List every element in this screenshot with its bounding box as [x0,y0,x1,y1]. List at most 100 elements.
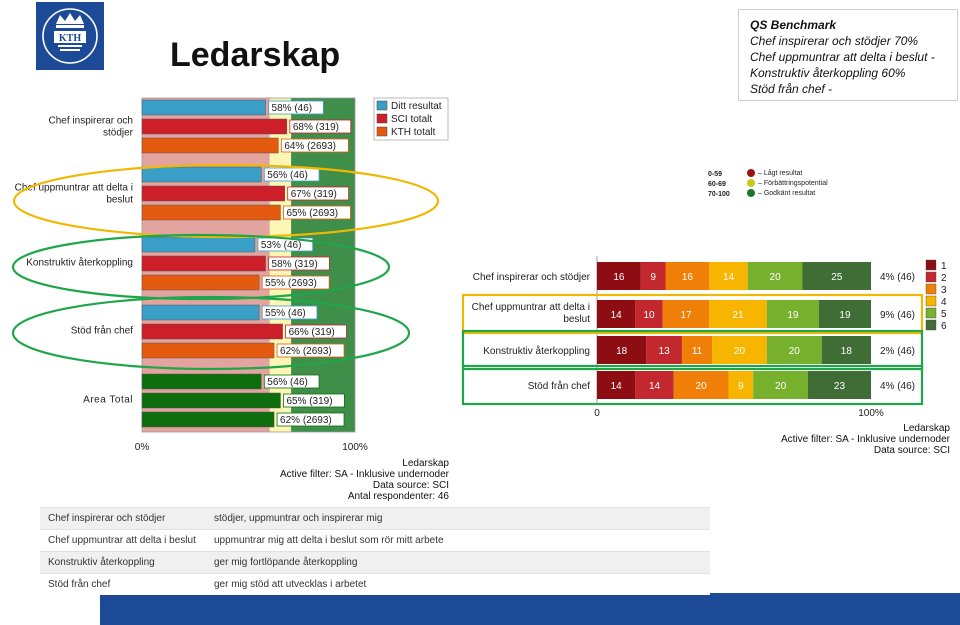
stacked-segment [753,371,808,399]
highlight-ellipse [11,295,411,371]
table-cell-name: Konstruktiv återkoppling [40,551,206,574]
x-tick-label: 0% [135,442,150,453]
data-label: 67% (319) [291,189,337,200]
category-label-line: Chef inspirerar och stödjer [473,272,591,283]
legend-label: KTH totalt [391,127,436,138]
category-label: Konstruktiv återkoppling [483,345,590,357]
data-label-box [268,256,330,271]
footer-bar [100,593,960,625]
bar [141,137,279,154]
segment-label: 20 [770,272,782,283]
data-label: 55% (2693) [265,278,317,289]
data-label-box [261,275,330,290]
highlight-rect [461,293,924,335]
highlight-ellipse [11,233,391,301]
segment-label: 13 [659,346,671,357]
segment-label: 9 [738,381,744,392]
stacked-segment [821,336,871,364]
table-row: Chef uppmuntrar att delta i beslut uppmu… [40,529,710,552]
segment-label: 10 [643,310,655,321]
scale-range: 60-69 [708,181,726,188]
stacked-segment [709,262,748,290]
data-label-box [263,167,320,182]
legend-label: 2 [941,273,947,284]
qs-benchmark-line: Chef uppmuntrar att delta i beslut - [750,50,935,64]
stacked-segment [662,300,710,328]
table-row: Chef inspirerar och stödjer stödjer, upp… [40,507,710,530]
segment-label: 9 [650,272,656,283]
data-label: 58% (46) [272,103,313,114]
scale-label: – Lågt resultat [758,169,802,177]
legend-swatch [925,283,937,295]
chart-note: Ledarskap [903,423,950,434]
category-label: Stöd från chef [71,325,133,337]
legend-label: 3 [941,285,947,296]
highlight-rect [461,329,924,371]
data-label: 68% (319) [293,122,339,133]
legend-swatch [925,259,937,271]
legend-swatch [925,307,937,319]
chart-note: Data source: SCI [874,445,950,456]
table-cell-text: ger mig fortlöpande återkoppling [206,551,710,574]
bar [141,118,288,135]
bar [141,342,275,359]
data-label: 56% (46) [267,170,308,181]
qs-benchmark-line: Konstruktiv återkoppling 60% [750,66,906,80]
table-row: Konstruktiv återkoppling ger mig fortlöp… [40,551,710,574]
bar [141,392,281,409]
category-label-line: Konstruktiv återkoppling [483,345,590,357]
stacked-segment [640,262,666,290]
qs-benchmark-line: Stöd från chef - [750,82,833,96]
category-label: Stöd från chef [528,380,590,392]
category-label-line: Chef uppmuntrar att delta i [472,302,590,313]
stacked-segment [807,371,871,399]
svg-text:KTH: KTH [59,33,81,44]
table-cell-name: Stöd från chef [40,573,206,595]
data-label-box [268,100,324,115]
segment-label: 16 [613,272,625,283]
chart-note: Active filter: SA - Inklusive undernoder [280,469,450,480]
stacked-segment [597,300,636,328]
x-tick-label: 0 [594,408,600,419]
data-label-box [280,138,349,153]
stacked-segment [766,300,819,328]
kth-logo: KTH [36,2,104,70]
row-right-label: 9% (46) [880,310,915,321]
scale-dot [747,169,755,177]
category-label: Area Total [83,395,133,406]
segment-label: 16 [682,272,694,283]
stacked-segment [747,262,803,290]
table-cell-name: Chef uppmuntrar att delta i beslut [40,529,206,552]
data-label: 58% (319) [272,259,318,270]
legend-label: 4 [941,297,947,308]
scale-range: 70-100 [708,191,730,198]
data-label: 55% (46) [265,308,306,319]
page-title: Ledarskap [170,36,341,74]
segment-label: 19 [787,310,799,321]
segment-label: 20 [775,381,787,392]
scale-label: – Förbättringspotential [758,180,828,187]
category-label-line: Area Total [83,395,133,406]
chart-note: Data source: SCI [373,480,449,491]
segment-label: 20 [696,381,708,392]
bar [141,274,260,291]
legend-swatch [376,113,388,124]
data-label-box [283,205,351,220]
data-label: 56% (46) [267,377,308,388]
grouped-bar-chart: 0% 100% Chef inspirerar och stödjer 58% (46)… [11,97,450,502]
legend-swatch [925,295,937,307]
stacked-segment [818,300,871,328]
x-tick-label: 100% [858,408,884,419]
segment-label: 21 [733,310,745,321]
qs-benchmark-box: QS Benchmark Chef inspirerar och stödjer… [738,9,958,101]
table-cell-text: uppmuntrar mig att delta i beslut som rö… [206,529,710,552]
bar [141,304,260,321]
chart-note: Antal respondenter: 46 [348,491,450,502]
segment-label: 20 [789,346,801,357]
scale-dot [747,189,755,197]
highlight-rect [461,364,924,406]
segment-label: 18 [616,346,628,357]
data-label: 65% (2693) [286,208,338,219]
category-label: Chef inspirerar och stödjer [49,116,134,139]
stacked-segment [597,336,647,364]
